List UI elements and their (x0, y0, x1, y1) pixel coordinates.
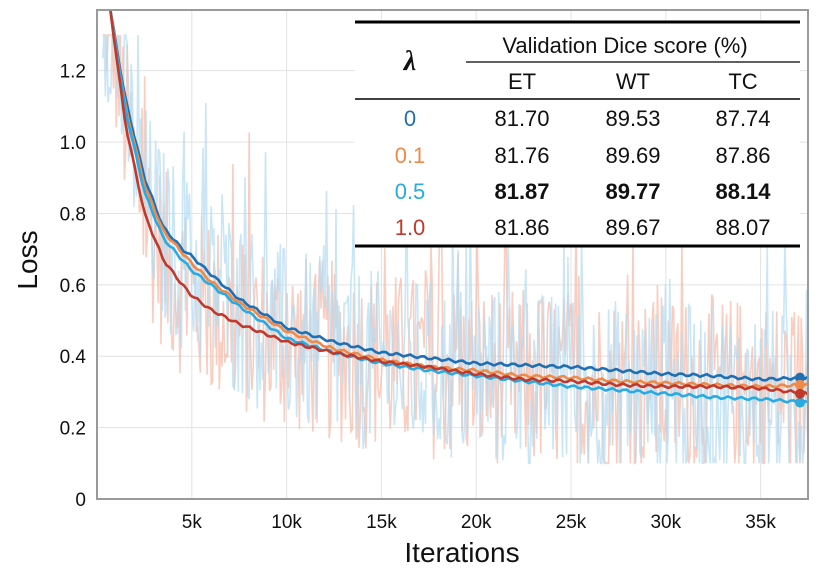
series-line (109, 10, 808, 382)
table-cell: 87.74 (715, 106, 770, 131)
x-axis-label: Iterations (404, 537, 519, 568)
x-tick-label: 35k (745, 512, 776, 533)
y-tick-label: 0.4 (60, 347, 87, 368)
series-line (109, 10, 808, 390)
table-cell: 89.53 (605, 106, 660, 131)
table-row-lambda: 0.1 (395, 143, 426, 168)
series-endpoint-marker (795, 372, 805, 383)
results-table: λ Validation Dice score (%) ET WT TC 0 81.7… (355, 20, 800, 248)
y-tick-label: 0.8 (60, 204, 86, 225)
y-axis-label: Loss (12, 230, 43, 289)
x-tick-label: 20k (461, 512, 492, 533)
series-lines (109, 10, 808, 405)
table-group-header: Validation Dice score (%) (502, 33, 747, 58)
y-tick-label: 0 (75, 490, 86, 511)
y-tick-label: 0.2 (60, 419, 86, 440)
table-background (355, 20, 800, 247)
table-row-lambda: 0 (404, 106, 416, 131)
series-endpoint-marker (795, 379, 805, 390)
table-cell: 89.77 (605, 179, 660, 204)
y-tick-label: 0.6 (60, 276, 86, 297)
table-cell: 81.87 (494, 179, 549, 204)
table-lambda-header: λ (403, 46, 416, 77)
series-endpoints (795, 372, 805, 408)
x-tick-label: 25k (556, 512, 587, 533)
x-tick-label: 15k (366, 512, 397, 533)
table-cell: 81.86 (494, 215, 549, 240)
plot-frame (96, 9, 809, 500)
x-tick-label: 10k (271, 512, 302, 533)
x-axis-ticks: 5k 10k 15k 20k 25k 30k 35k (182, 512, 777, 533)
table-cell: 89.67 (605, 215, 660, 240)
series-line (109, 10, 808, 396)
table-cell: 89.69 (605, 143, 660, 168)
table-cell: 81.76 (494, 143, 549, 168)
table-column-header: ET (508, 69, 536, 94)
table-column-headers: ET WT TC (508, 69, 758, 94)
y-axis-ticks: 0 0.2 0.4 0.6 0.8 1.0 1.2 (60, 62, 87, 511)
table-cell: 81.70 (494, 106, 549, 131)
x-tick-label: 30k (650, 512, 681, 533)
table-cell: 88.07 (715, 215, 770, 240)
raw-loss-noise (101, 34, 808, 465)
y-tick-label: 1.0 (60, 133, 86, 154)
table-row-lambda: 0.5 (395, 179, 426, 204)
table-column-header: WT (616, 69, 650, 94)
series-endpoint-marker (795, 388, 805, 399)
y-tick-label: 1.2 (60, 62, 86, 83)
table-row-lambda: 1.0 (395, 215, 426, 240)
x-tick-label: 5k (182, 512, 203, 533)
series-endpoint-marker (795, 397, 805, 408)
table-rows: 0 81.70 89.53 87.74 0.1 81.76 89.69 87.86 0.5 81.… (395, 106, 772, 240)
raw-noise-line (101, 34, 808, 465)
table-cell: 87.86 (715, 143, 770, 168)
table-column-header: TC (728, 69, 757, 94)
table-cell: 88.14 (715, 179, 771, 204)
